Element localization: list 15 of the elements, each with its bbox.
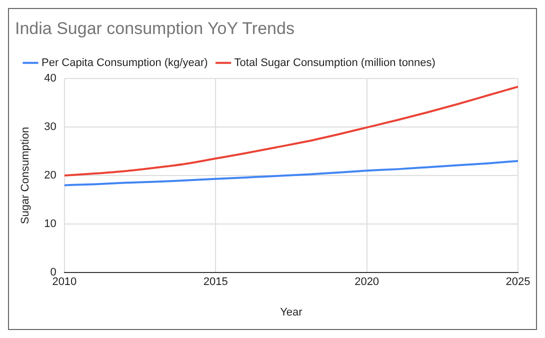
line-series — [64, 160, 518, 186]
legend-label: Per Capita Consumption (kg/year) — [42, 56, 208, 69]
line-series — [64, 86, 518, 176]
legend-label: Total Sugar Consumption (million tonnes) — [234, 56, 436, 69]
y-tick-label: 30 — [44, 120, 56, 133]
y-tick-label: 40 — [44, 72, 56, 84]
x-axis-title: Year — [280, 306, 303, 318]
chart-title: India Sugar consumption YoY Trends — [15, 18, 294, 38]
y-axis-title: Sugar Consumption — [20, 126, 32, 224]
x-tick-label: 2020 — [354, 276, 380, 288]
y-tick-label: 20 — [44, 170, 56, 182]
x-tick-label: 2010 — [52, 276, 77, 288]
x-tick-label: 2015 — [203, 276, 228, 288]
x-tick-label: 2025 — [506, 276, 530, 288]
y-tick-label: 10 — [44, 218, 56, 230]
